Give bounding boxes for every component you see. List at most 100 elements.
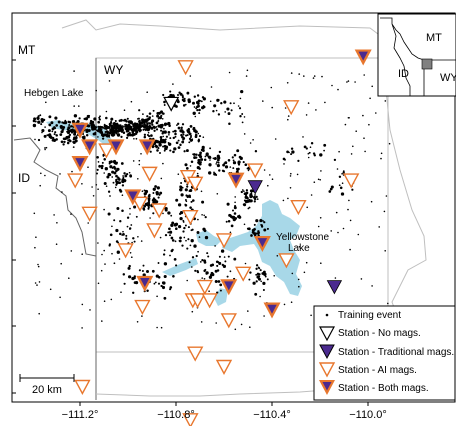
event-dot bbox=[226, 202, 230, 206]
event-dot bbox=[141, 315, 143, 317]
event-dot bbox=[224, 165, 229, 169]
shoshone-lake bbox=[196, 230, 222, 246]
event-dot bbox=[287, 118, 289, 121]
event-dot bbox=[108, 243, 112, 246]
event-dot bbox=[87, 124, 91, 128]
event-dot bbox=[119, 220, 122, 223]
event-dot bbox=[47, 129, 51, 133]
event-dot bbox=[319, 179, 322, 181]
event-dot bbox=[154, 185, 157, 188]
event-dot bbox=[214, 280, 218, 283]
event-dot bbox=[98, 116, 101, 119]
event-dot bbox=[283, 303, 286, 306]
event-dot bbox=[73, 132, 77, 136]
event-dot bbox=[176, 93, 180, 97]
event-dot bbox=[123, 109, 126, 111]
event-dot bbox=[68, 121, 72, 124]
event-dot bbox=[312, 77, 315, 79]
event-dot bbox=[144, 128, 146, 131]
station-ai bbox=[196, 279, 213, 296]
event-dot bbox=[194, 130, 198, 134]
event-dot bbox=[160, 138, 163, 141]
event-dot bbox=[94, 126, 98, 129]
event-dot bbox=[307, 152, 310, 155]
event-dot bbox=[255, 280, 258, 283]
label-mt: MT bbox=[18, 43, 36, 57]
event-dot bbox=[214, 269, 218, 273]
event-dot bbox=[286, 150, 289, 154]
event-dot bbox=[41, 131, 43, 134]
station-ai bbox=[117, 243, 134, 259]
event-dot bbox=[62, 137, 66, 141]
station-ai bbox=[235, 266, 252, 282]
event-dot bbox=[371, 285, 373, 287]
event-dot bbox=[172, 83, 174, 85]
legend-training-event: Training event bbox=[338, 310, 401, 321]
event-dot bbox=[169, 149, 172, 152]
event-dot bbox=[166, 123, 169, 126]
event-dot bbox=[204, 155, 207, 158]
legend-both-icon bbox=[319, 380, 335, 395]
legend-box bbox=[313, 305, 456, 401]
event-dot bbox=[143, 205, 147, 208]
event-dot bbox=[36, 284, 38, 286]
event-dot bbox=[288, 151, 290, 154]
event-dot bbox=[320, 262, 322, 265]
event-dot bbox=[61, 121, 64, 124]
event-dot bbox=[254, 292, 258, 296]
event-dot bbox=[159, 116, 162, 120]
event-dot bbox=[62, 125, 66, 129]
event-dot bbox=[232, 167, 235, 170]
event-dot bbox=[216, 193, 219, 195]
event-dot bbox=[282, 157, 286, 161]
event-dot bbox=[108, 80, 111, 82]
stations bbox=[67, 49, 372, 426]
event-dot bbox=[158, 143, 162, 147]
event-dot bbox=[142, 273, 146, 277]
event-dot bbox=[371, 85, 374, 88]
event-dot bbox=[163, 296, 167, 300]
event-dot bbox=[248, 278, 251, 281]
event-dot bbox=[256, 198, 259, 200]
event-dot bbox=[55, 243, 58, 245]
event-dot bbox=[323, 149, 325, 152]
event-dot bbox=[167, 131, 171, 134]
event-dot bbox=[181, 96, 184, 99]
event-dot bbox=[122, 176, 125, 179]
event-dot bbox=[82, 135, 86, 139]
event-dot bbox=[175, 264, 178, 267]
event-dot bbox=[177, 146, 181, 149]
event-dot bbox=[70, 131, 74, 134]
x-axis: −111.2° −110.8° −110.4° −110.0° bbox=[62, 402, 387, 421]
station-both bbox=[81, 139, 99, 156]
event-dot bbox=[108, 162, 111, 165]
event-dot bbox=[35, 236, 37, 238]
event-dot bbox=[312, 152, 316, 155]
event-dot bbox=[93, 117, 97, 121]
event-dot bbox=[237, 167, 240, 171]
event-dot bbox=[169, 254, 171, 257]
event-dot bbox=[380, 152, 383, 155]
event-dot bbox=[138, 122, 142, 126]
event-dot bbox=[138, 163, 141, 166]
event-dot bbox=[61, 191, 63, 193]
event-dot bbox=[338, 150, 340, 153]
event-dot bbox=[117, 133, 120, 136]
event-dot bbox=[163, 262, 168, 266]
event-dot bbox=[196, 94, 200, 97]
event-dot bbox=[189, 189, 193, 192]
event-dot bbox=[151, 123, 154, 126]
event-dot bbox=[204, 268, 207, 271]
event-dot bbox=[216, 158, 220, 162]
label-id: ID bbox=[18, 171, 30, 185]
event-dot bbox=[162, 145, 164, 148]
event-dot bbox=[198, 108, 201, 112]
event-dot bbox=[155, 125, 158, 128]
event-dot bbox=[156, 149, 159, 152]
event-dot bbox=[202, 147, 205, 150]
event-dot bbox=[152, 192, 155, 194]
event-dot bbox=[78, 117, 81, 120]
event-dot bbox=[243, 199, 246, 202]
event-dot bbox=[269, 174, 271, 176]
event-dot bbox=[259, 219, 263, 223]
